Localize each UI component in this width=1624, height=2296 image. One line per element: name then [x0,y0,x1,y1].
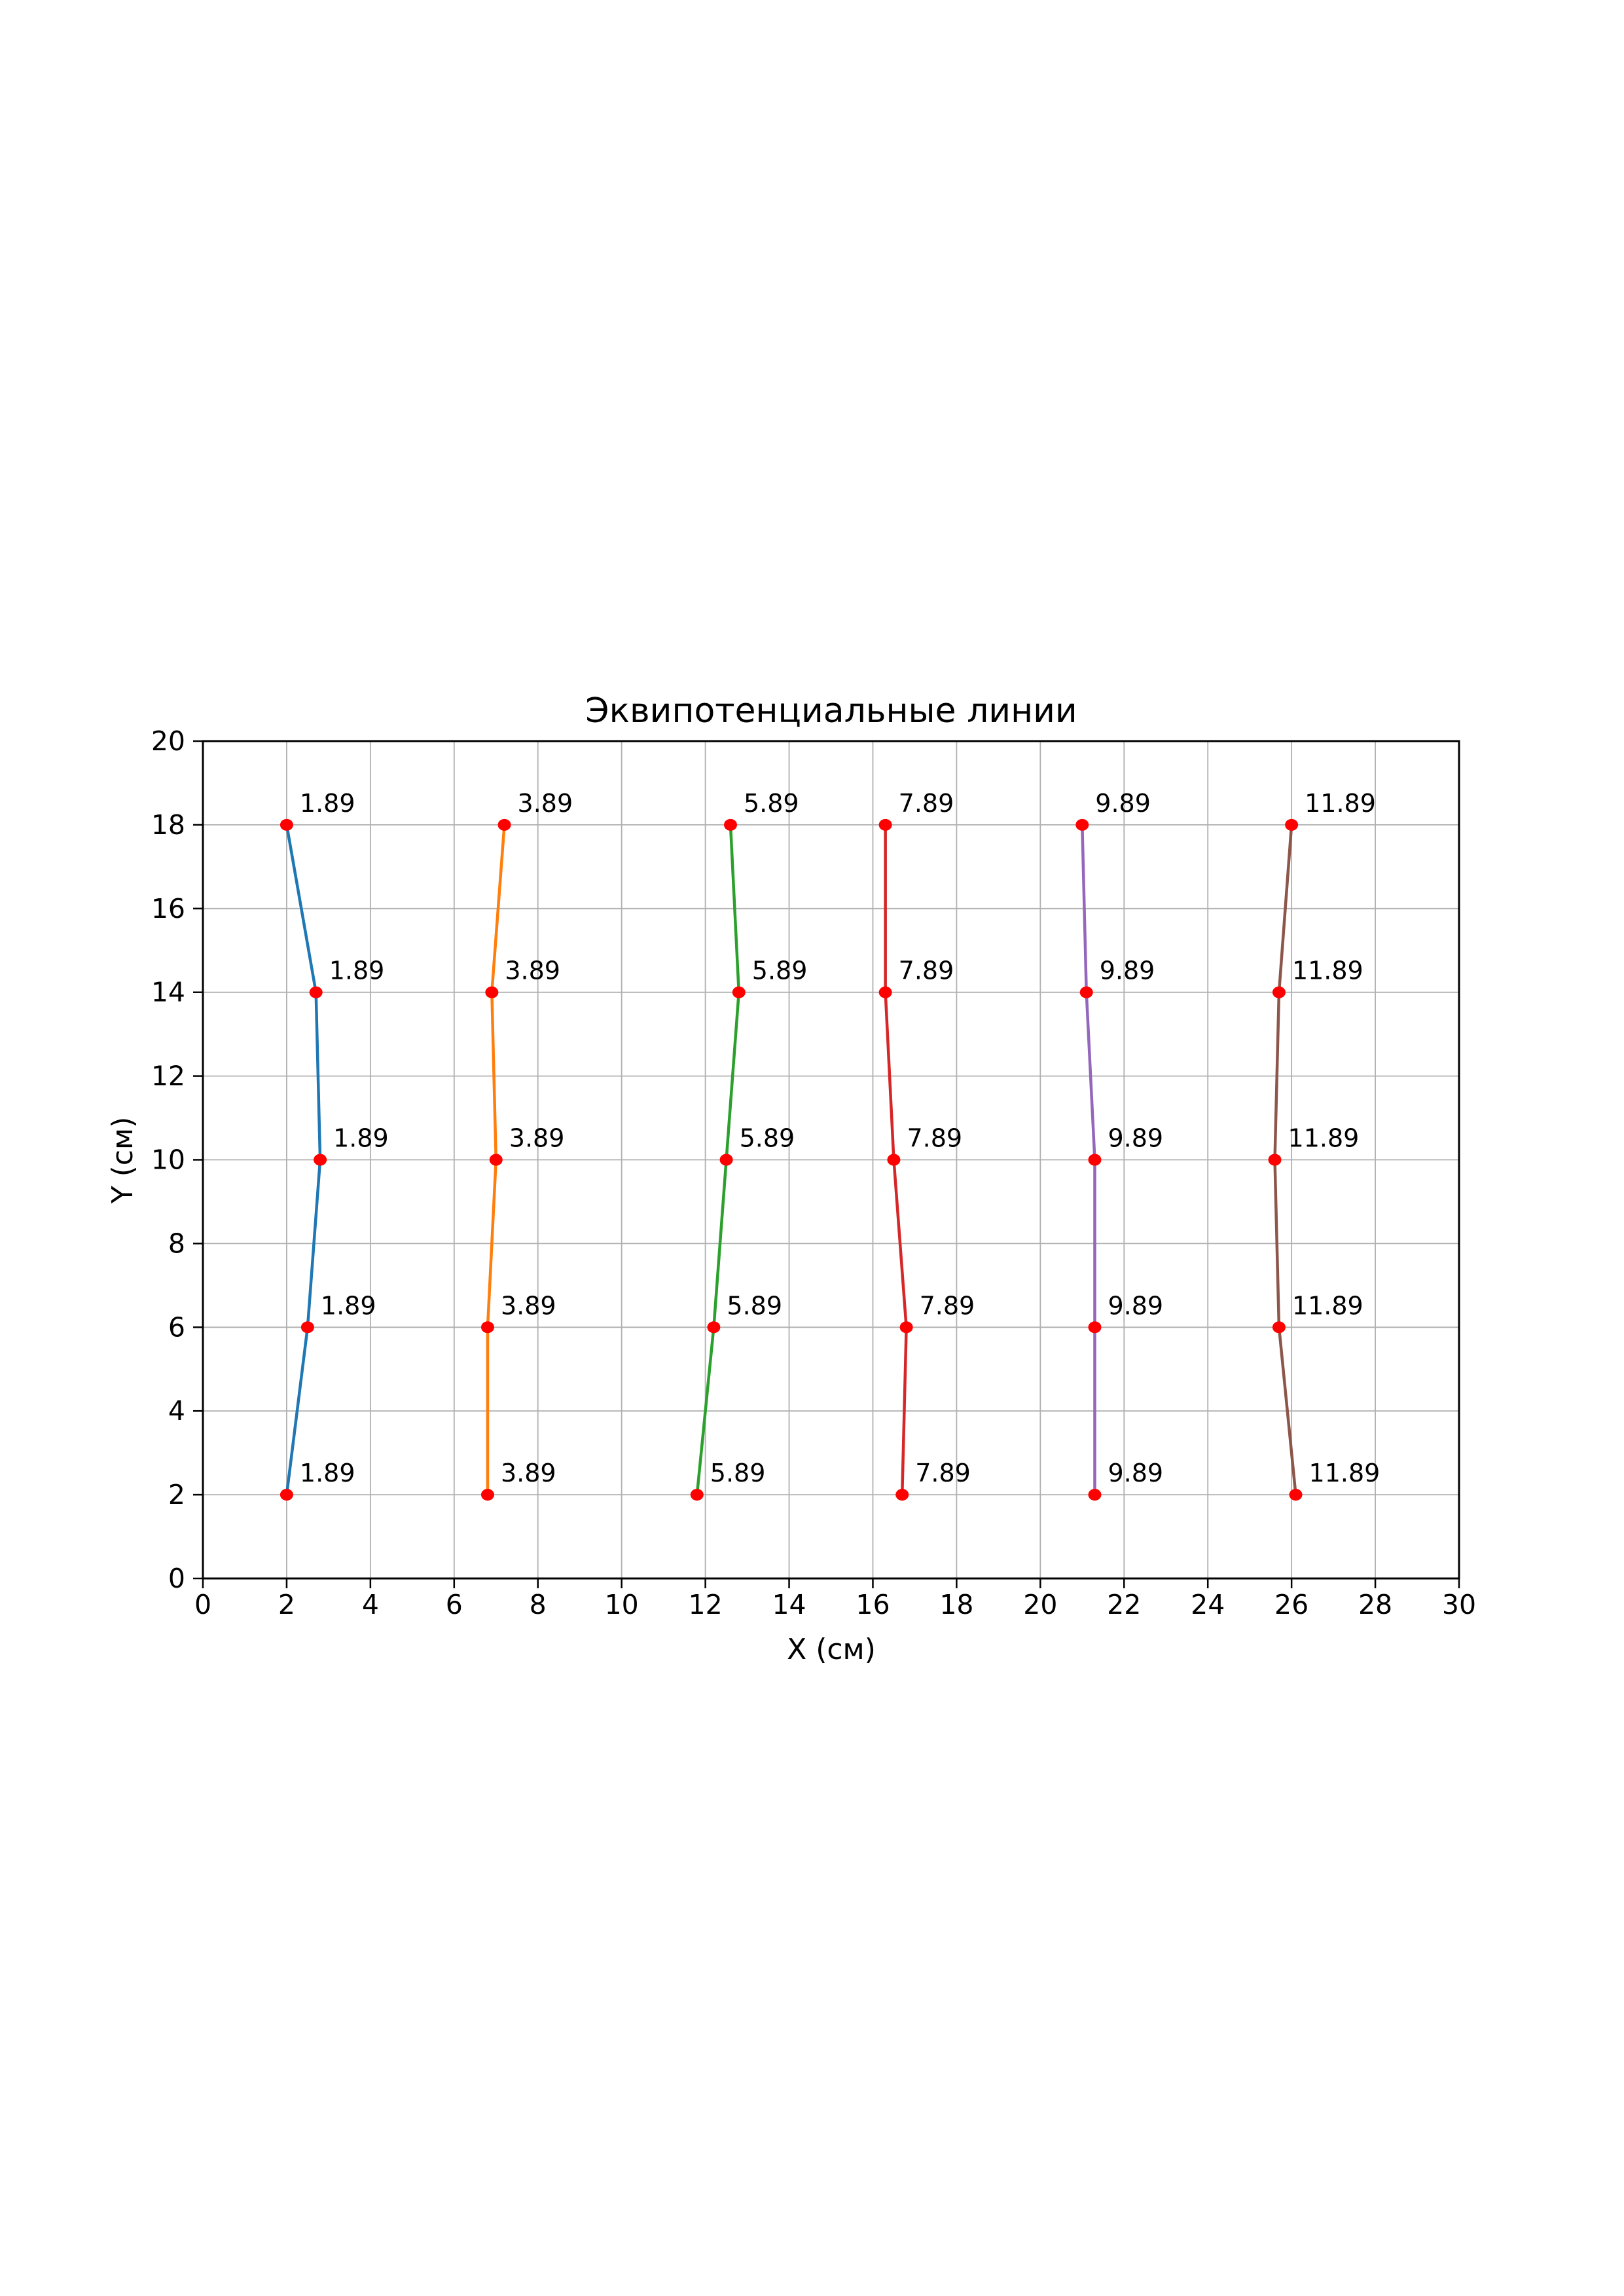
data-point-marker [1268,1154,1282,1166]
data-point-marker [1289,1489,1303,1501]
y-tick-label: 18 [151,809,185,841]
axes-layer [193,740,1460,1588]
data-point-marker [1088,1154,1102,1166]
x-axis-label: X (см) [787,1633,876,1666]
data-point-marker [1272,986,1286,998]
data-point-marker [899,1321,913,1334]
data-point-marker [1088,1321,1102,1334]
data-point-marker [489,1154,503,1166]
data-point-marker [1088,1489,1102,1501]
point-value-label: 5.89 [727,1291,782,1320]
x-tick-label: 18 [939,1589,973,1620]
x-tick-label: 6 [446,1589,463,1620]
data-point-marker [480,1489,494,1501]
data-point-marker [1079,986,1093,998]
y-tick-label: 20 [151,725,185,757]
point-value-label: 7.89 [899,789,954,818]
point-value-label: 5.89 [752,957,808,985]
point-value-label: 11.89 [1305,789,1376,818]
point-value-label: 9.89 [1108,1291,1163,1320]
data-point-marker [707,1321,721,1334]
x-tick-label: 4 [362,1589,379,1620]
data-point-marker [309,986,323,998]
data-point-marker [723,818,737,831]
x-tick-label: 30 [1442,1589,1476,1620]
data-point-marker [280,818,293,831]
data-point-marker [690,1489,704,1501]
y-tick-label: 6 [168,1311,185,1343]
x-tick-label: 12 [689,1589,723,1620]
point-value-label: 1.89 [333,1124,389,1153]
point-value-label: 11.89 [1292,1291,1363,1320]
point-value-label: 1.89 [321,1291,376,1320]
y-tick-label: 10 [151,1144,185,1176]
x-tick-label: 8 [530,1589,547,1620]
data-point-marker [300,1321,314,1334]
point-value-label: 5.89 [740,1124,795,1153]
chart-title: Эквипотенциальные линии [585,691,1077,731]
point-value-label: 7.89 [899,957,954,985]
data-point-marker [497,818,511,831]
data-point-marker [314,1154,327,1166]
point-value-label: 11.89 [1292,957,1363,985]
x-tick-label: 0 [194,1589,211,1620]
point-value-label: 7.89 [915,1459,971,1487]
point-value-label: 9.89 [1095,789,1151,818]
x-tick-label: 16 [856,1589,890,1620]
x-tick-label: 28 [1358,1589,1392,1620]
y-tick-label: 0 [168,1563,185,1594]
data-point-marker [1272,1321,1286,1334]
y-tick-label: 12 [151,1061,185,1092]
point-value-label: 7.89 [920,1291,975,1320]
data-point-marker [878,818,892,831]
data-point-marker [480,1321,494,1334]
tick-label-layer: 0 2 4 6 8 10 12 14 16 18 20 22 24 26 28 300246810121416… [151,725,1476,1620]
data-point-marker [1075,818,1089,831]
point-value-label: 9.89 [1100,957,1155,985]
point-value-label: 3.89 [518,789,573,818]
data-point-marker [485,986,499,998]
x-tick-label: 24 [1191,1589,1225,1620]
point-value-label: 7.89 [907,1124,962,1153]
x-tick-label: 26 [1274,1589,1308,1620]
point-value-label: 3.89 [501,1459,556,1487]
y-tick-label: 8 [168,1228,185,1259]
x-tick-label: 20 [1023,1589,1057,1620]
point-value-label: 11.89 [1288,1124,1360,1153]
y-tick-label: 14 [151,977,185,1008]
x-tick-label: 22 [1107,1589,1141,1620]
point-value-label: 5.89 [744,789,799,818]
point-value-label: 11.89 [1309,1459,1380,1487]
x-tick-label: 2 [278,1589,295,1620]
y-tick-label: 2 [168,1479,185,1510]
series-layer: 1.89 1.89 1.89 1.89 1.89 3.89 3.89 3.89 3.89 3.89… [280,789,1380,1501]
data-point-marker [1285,818,1299,831]
point-value-label: 9.89 [1108,1124,1163,1153]
data-point-marker [732,986,746,998]
point-value-label: 3.89 [509,1124,565,1153]
data-point-marker [878,986,892,998]
x-tick-label: 14 [772,1589,806,1620]
data-point-marker [719,1154,733,1166]
data-point-marker [895,1489,909,1501]
y-axis-label: Y (см) [106,1117,139,1205]
point-value-label: 3.89 [505,957,560,985]
y-tick-label: 16 [151,893,185,924]
data-point-marker [280,1489,293,1501]
point-value-label: 3.89 [501,1291,556,1320]
point-value-label: 5.89 [710,1459,766,1487]
point-value-label: 1.89 [300,1459,355,1487]
point-value-label: 9.89 [1108,1459,1163,1487]
x-tick-label: 10 [605,1589,639,1620]
y-tick-label: 4 [168,1395,185,1427]
point-value-label: 1.89 [300,789,355,818]
point-value-label: 1.89 [329,957,385,985]
data-point-marker [887,1154,901,1166]
